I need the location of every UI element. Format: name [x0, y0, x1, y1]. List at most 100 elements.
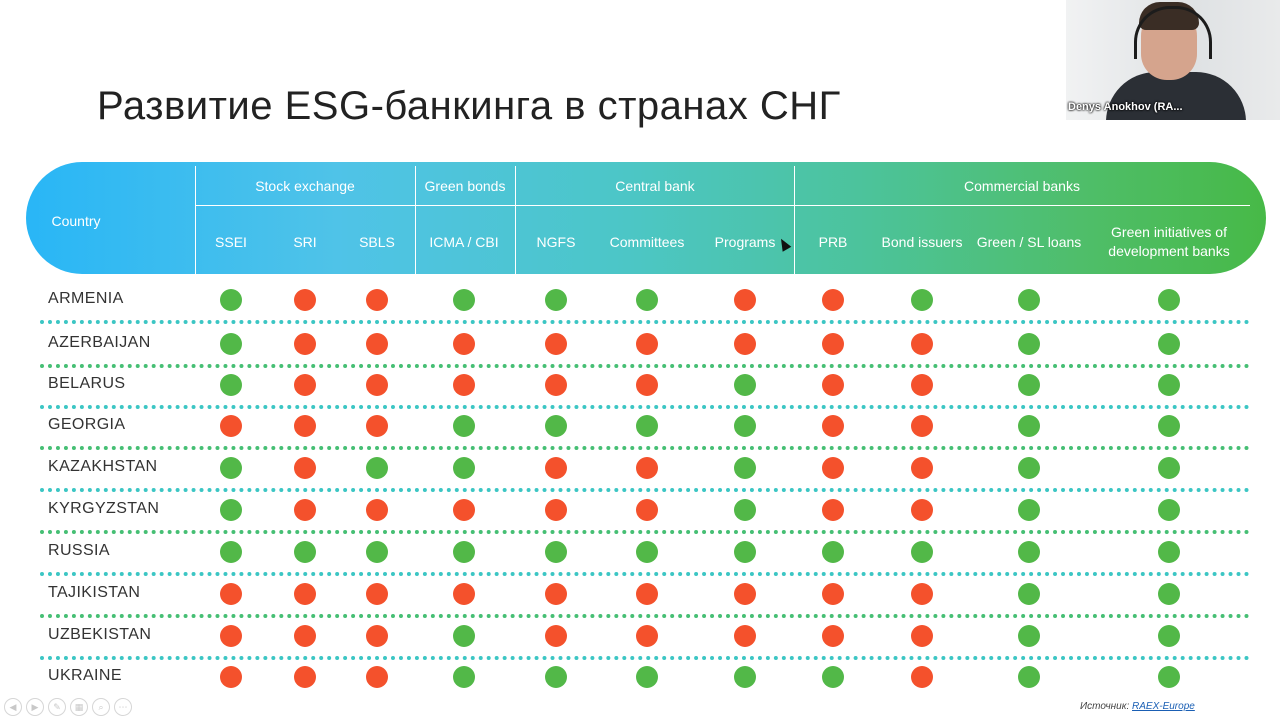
status-dot-red [294, 457, 316, 479]
table-header-band: Country Stock exchange Green bonds Centr… [26, 162, 1266, 274]
status-dot-green [734, 457, 756, 479]
status-dot-red [822, 583, 844, 605]
status-dot-green [1018, 666, 1040, 688]
presentation-controls: ◀ ▶ ✎ ▦ ⌕ ⋯ [4, 698, 132, 716]
status-dot-red [822, 625, 844, 647]
status-dot-green [1158, 625, 1180, 647]
source-link[interactable]: RAEX-Europe [1132, 701, 1195, 712]
column-header: PRB [818, 234, 848, 250]
slides-grid-icon[interactable]: ▦ [70, 698, 88, 716]
country-label: AZERBAIJAN [48, 334, 151, 351]
column-header: ICMA / CBI [429, 234, 499, 250]
status-dot-red [822, 374, 844, 396]
status-dot-green [822, 666, 844, 688]
status-dot-green [734, 374, 756, 396]
header-separator [415, 166, 416, 274]
status-dot-red [366, 415, 388, 437]
status-dot-green [636, 289, 658, 311]
group-central-bank: Central bank [615, 178, 695, 194]
status-dot-red [911, 583, 933, 605]
status-dot-green [1018, 625, 1040, 647]
status-dot-red [911, 415, 933, 437]
previous-slide-icon[interactable]: ◀ [4, 698, 22, 716]
status-dot-red [294, 333, 316, 355]
status-dot-red [453, 374, 475, 396]
status-dot-red [911, 499, 933, 521]
status-dot-red [220, 625, 242, 647]
status-dot-red [545, 374, 567, 396]
status-dot-green [545, 415, 567, 437]
column-header: SRI [293, 234, 317, 250]
status-dot-green [636, 415, 658, 437]
status-dot-red [822, 333, 844, 355]
header-divider [195, 205, 1250, 206]
status-dot-red [294, 583, 316, 605]
status-dot-green [220, 289, 242, 311]
status-dot-green [734, 666, 756, 688]
status-dot-green [1158, 499, 1180, 521]
status-dot-red [545, 457, 567, 479]
status-dot-green [220, 541, 242, 563]
status-dot-green [545, 666, 567, 688]
status-dot-green [822, 541, 844, 563]
status-dot-green [453, 541, 475, 563]
group-green-bonds: Green bonds [424, 178, 506, 194]
status-dot-red [636, 625, 658, 647]
status-dot-red [545, 625, 567, 647]
row-divider [40, 364, 1250, 368]
row-divider [40, 446, 1250, 450]
header-separator [515, 166, 516, 274]
header-separator [794, 166, 795, 274]
status-dot-green [636, 541, 658, 563]
status-dot-green [453, 415, 475, 437]
status-dot-green [220, 457, 242, 479]
status-dot-green [1158, 289, 1180, 311]
status-dot-green [1158, 583, 1180, 605]
status-dot-red [366, 289, 388, 311]
status-dot-red [822, 499, 844, 521]
status-dot-green [1018, 289, 1040, 311]
country-label: KYRGYZSTAN [48, 500, 160, 517]
status-dot-red [636, 499, 658, 521]
status-dot-red [220, 583, 242, 605]
status-dot-green [911, 541, 933, 563]
row-divider [40, 572, 1250, 576]
status-dot-red [734, 625, 756, 647]
column-header: Green / SL loans [976, 234, 1082, 250]
status-dot-green [1018, 457, 1040, 479]
status-dot-green [1158, 415, 1180, 437]
row-divider [40, 488, 1250, 492]
status-dot-green [453, 457, 475, 479]
status-dot-red [366, 333, 388, 355]
status-dot-red [294, 666, 316, 688]
more-options-icon[interactable]: ⋯ [114, 698, 132, 716]
row-divider [40, 320, 1250, 324]
country-label: TAJIKISTAN [48, 584, 141, 601]
zoom-icon[interactable]: ⌕ [92, 698, 110, 716]
status-dot-red [545, 583, 567, 605]
next-slide-icon[interactable]: ▶ [26, 698, 44, 716]
status-dot-green [453, 666, 475, 688]
status-dot-red [545, 333, 567, 355]
country-label: RUSSIA [48, 542, 110, 559]
status-dot-green [734, 415, 756, 437]
status-dot-red [366, 374, 388, 396]
status-dot-red [911, 333, 933, 355]
source-note: Источник: RAEX-Europe [1080, 701, 1195, 712]
row-divider [40, 656, 1250, 660]
status-dot-green [1018, 499, 1040, 521]
status-dot-red [911, 374, 933, 396]
status-dot-green [220, 333, 242, 355]
status-dot-green [453, 289, 475, 311]
status-dot-red [822, 289, 844, 311]
column-header: Committees [609, 234, 685, 250]
status-dot-green [734, 499, 756, 521]
pen-icon[interactable]: ✎ [48, 698, 66, 716]
status-dot-green [1158, 374, 1180, 396]
status-dot-green [1018, 415, 1040, 437]
status-dot-green [220, 499, 242, 521]
country-label: UZBEKISTAN [48, 626, 152, 643]
column-header: Green initiatives of development banks [1108, 224, 1230, 259]
source-label: Источник: [1080, 701, 1130, 712]
status-dot-red [220, 666, 242, 688]
